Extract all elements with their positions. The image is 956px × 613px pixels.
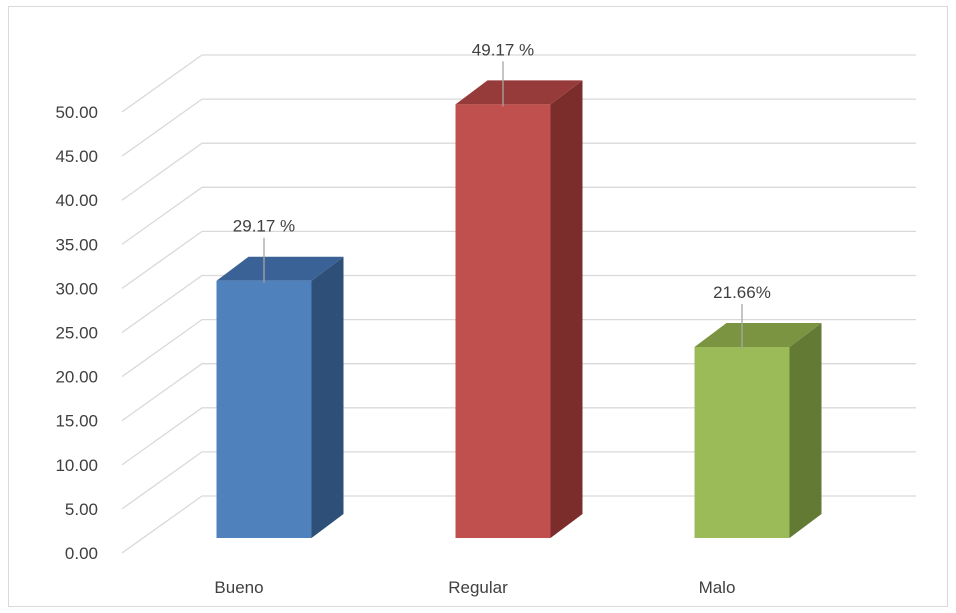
category-label: Malo bbox=[699, 578, 736, 597]
bars bbox=[216, 80, 822, 538]
bar-top bbox=[455, 80, 583, 105]
category-label: Bueno bbox=[214, 578, 263, 597]
bar-regular bbox=[455, 80, 583, 538]
category-label: Regular bbox=[448, 578, 508, 597]
y-tick-label: 5.00 bbox=[65, 500, 98, 519]
bar-side bbox=[550, 80, 583, 538]
bar-front bbox=[216, 280, 312, 538]
y-tick-label: 10.00 bbox=[55, 456, 98, 475]
bar-side bbox=[789, 322, 822, 538]
y-tick-label: 40.00 bbox=[55, 191, 98, 210]
y-tick-label: 20.00 bbox=[55, 368, 98, 387]
gridline-slant bbox=[121, 319, 203, 378]
y-axis-ticks: 0.00 5.00 10.00 15.00 20.00 25.00 30.00 35.00 40… bbox=[55, 103, 98, 563]
gridline-slant bbox=[121, 274, 203, 334]
y-tick-label: 25.00 bbox=[55, 324, 98, 343]
y-tick-label: 35.00 bbox=[55, 235, 98, 254]
data-label: 49.17 % bbox=[472, 40, 534, 59]
gridline-slant bbox=[121, 495, 203, 554]
data-labels: 29.17 % 49.17 % 21.66% bbox=[233, 40, 771, 349]
data-label: 29.17 % bbox=[233, 217, 295, 236]
data-label: 21.66% bbox=[713, 283, 771, 302]
bar-side bbox=[311, 256, 344, 538]
gridline-slant bbox=[121, 407, 203, 466]
gridline-slant bbox=[121, 54, 203, 113]
gridline-slant bbox=[121, 230, 203, 289]
y-tick-label: 30.00 bbox=[55, 279, 98, 298]
x-axis-categories: Bueno Regular Malo bbox=[214, 578, 735, 597]
gridline-slant bbox=[121, 186, 203, 245]
gridline-slant bbox=[121, 98, 203, 157]
bar-top bbox=[694, 322, 822, 347]
y-tick-label: 45.00 bbox=[55, 147, 98, 166]
y-tick-label: 0.00 bbox=[65, 544, 98, 563]
gridline-slant bbox=[121, 363, 203, 422]
bar-malo bbox=[694, 322, 822, 538]
gridline-slant bbox=[121, 142, 203, 201]
bar-top bbox=[216, 256, 344, 281]
bar-front bbox=[455, 104, 551, 538]
bar-bueno bbox=[216, 256, 344, 538]
gridline-slant bbox=[121, 451, 203, 510]
bar-front bbox=[694, 346, 790, 538]
y-tick-label: 50.00 bbox=[55, 103, 98, 122]
y-tick-label: 15.00 bbox=[55, 412, 98, 431]
